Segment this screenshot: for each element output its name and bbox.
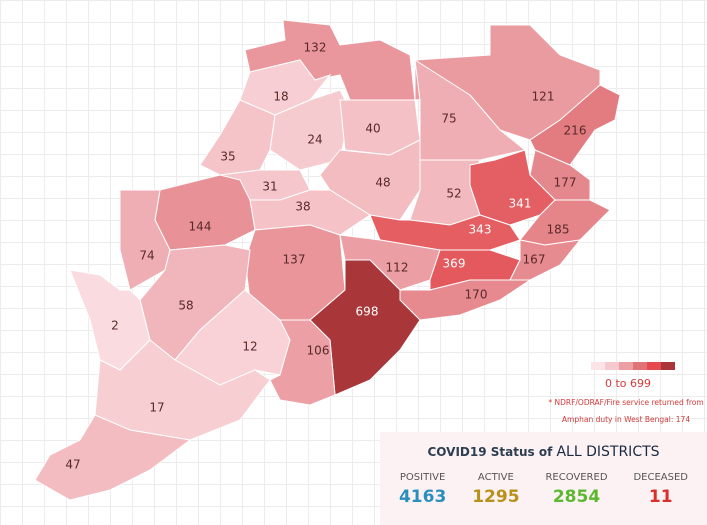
- district-label: 185: [547, 223, 570, 237]
- district-label: 343: [469, 223, 492, 237]
- district-label: 341: [509, 197, 532, 211]
- district-label: 132: [304, 41, 327, 55]
- district-label: 106: [307, 344, 330, 358]
- status-label: DECEASED: [633, 472, 688, 483]
- district: [69, 269, 151, 371]
- district-label: 74: [139, 249, 154, 263]
- status-items: POSITIVE 4163 ACTIVE 1295 RECOVERED 2854 DECEA…: [380, 472, 707, 507]
- status-panel: COVID19 Status of ALL DISTRICTS POSITIVE…: [380, 432, 707, 525]
- legend-swatch: [605, 362, 619, 370]
- district: [269, 319, 336, 406]
- district-label: 40: [365, 122, 380, 136]
- district-label: 698: [356, 305, 379, 319]
- district-label: 31: [262, 180, 277, 194]
- district-label: 38: [295, 200, 310, 214]
- district: [199, 99, 276, 176]
- district-label: 17: [149, 401, 164, 415]
- status-item: DECEASED 11: [633, 472, 688, 507]
- district-label: 47: [65, 458, 80, 472]
- district: [244, 19, 416, 101]
- district-label: 75: [441, 112, 456, 126]
- district-label: 112: [386, 261, 409, 275]
- district: [414, 59, 527, 161]
- status-value: 4163: [398, 487, 447, 507]
- status-value: 2854: [552, 487, 601, 507]
- legend-swatch: [661, 362, 675, 370]
- legend-swatch: [633, 362, 647, 370]
- district-label: 2: [111, 319, 119, 333]
- district-label: 216: [564, 124, 587, 138]
- status-item: ACTIVE 1295: [472, 472, 519, 507]
- status-label: POSITIVE: [399, 472, 446, 483]
- status-label: ACTIVE: [477, 472, 514, 483]
- status-title-emph: ALL DISTRICTS: [556, 444, 660, 460]
- status-label: RECOVERED: [545, 472, 608, 483]
- status-title: COVID19 Status of ALL DISTRICTS: [380, 444, 707, 460]
- district-label: 170: [465, 288, 488, 302]
- legend-swatch: [647, 362, 661, 370]
- district-label: 12: [242, 340, 257, 354]
- district-label: 121: [532, 90, 555, 104]
- district: [309, 259, 421, 396]
- district-label: 52: [446, 187, 461, 201]
- district-label: 137: [283, 253, 306, 267]
- district: [154, 174, 256, 251]
- district-label: 35: [220, 150, 235, 164]
- district-label: 167: [523, 253, 546, 267]
- district: [34, 414, 192, 501]
- district-label: 144: [189, 220, 212, 234]
- note-line: Amphan duty in West Bengal: 174: [562, 415, 690, 424]
- legend-swatch: [591, 362, 605, 370]
- legend-swatch: [619, 362, 633, 370]
- district-label: 48: [375, 176, 390, 190]
- status-title-text: COVID19 Status of: [427, 445, 553, 459]
- status-item: POSITIVE 4163: [399, 472, 446, 507]
- status-item: RECOVERED 2854: [545, 472, 607, 507]
- note-line: * NDRF/ODRAF/Fire service returned from: [548, 398, 703, 407]
- district-label: 177: [554, 176, 577, 190]
- district-label: 18: [273, 90, 288, 104]
- status-value: 1295: [472, 487, 520, 507]
- district-label: 58: [178, 299, 193, 313]
- district-label: 369: [443, 257, 466, 271]
- status-value: 11: [648, 487, 673, 507]
- district-label: 24: [307, 133, 322, 147]
- legend-range: 0 to 699: [605, 377, 651, 390]
- district: [509, 239, 582, 281]
